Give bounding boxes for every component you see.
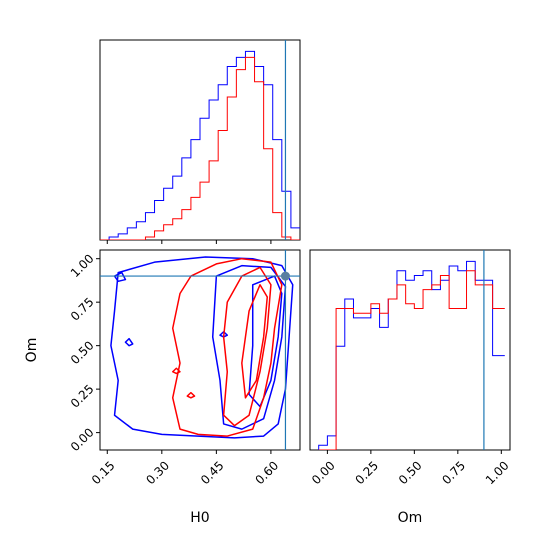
om-marginal-frame <box>309 249 511 451</box>
contour-series-1-level-0 <box>171 257 283 437</box>
contour-series-0-level-1 <box>211 264 287 430</box>
contour-x-tick-label-3: 0.60 <box>252 458 281 487</box>
om-marginal-x-tick-label-1: 0.25 <box>352 458 381 487</box>
om-marginal-x-tick-label-4: 1.00 <box>483 458 512 487</box>
x-axis-title-h0: H0 <box>190 510 209 526</box>
contour-series-0-level-4 <box>124 337 134 347</box>
h0-om-contour-panel: 0.15 0.30 0.45 0.60 0.00 0.25 0.50 0.75 1.00 <box>68 249 301 487</box>
om-marginal-series-1-histogram <box>318 270 505 450</box>
contour-y-tick-label-0: 0.00 <box>68 425 97 454</box>
contour-series-0-level-2 <box>248 275 283 408</box>
contour-y-tick-label-3: 0.75 <box>68 295 97 324</box>
contour-series-1-level-4 <box>186 391 196 399</box>
contour-series-1-level-3 <box>171 367 181 375</box>
h0-marginal-series-1-histogram <box>100 56 300 240</box>
truth-marker <box>280 271 290 281</box>
contour-series-1-level-2 <box>241 284 269 399</box>
x-axis-title-om: Om <box>398 510 423 526</box>
contour-x-tick-label-1: 0.30 <box>143 458 172 487</box>
h0-marginal-histogram <box>99 39 301 244</box>
om-marginal-x-tick-label-2: 0.50 <box>396 458 425 487</box>
h0-marginal-frame <box>99 39 301 241</box>
om-marginal-histogram: 0.00 0.25 0.50 0.75 1.00 <box>309 249 512 487</box>
contour-series-0-level-0 <box>110 256 294 439</box>
contour-x-tick-label-0: 0.15 <box>89 458 118 487</box>
om-marginal-x-tick-label-3: 0.75 <box>439 458 468 487</box>
om-marginal-series-0-histogram <box>318 260 505 450</box>
contour-y-tick-label-1: 0.25 <box>68 382 97 411</box>
contour-y-tick-label-4: 1.00 <box>68 251 97 280</box>
contour-x-tick-label-2: 0.45 <box>198 458 227 487</box>
om-marginal-x-tick-label-0: 0.00 <box>309 458 338 487</box>
y-axis-title-om: Om <box>24 338 40 363</box>
contour-series-0-level-3 <box>113 271 127 283</box>
contour-series-0-level-5 <box>219 330 229 338</box>
contour-series-1-level-1 <box>222 266 272 427</box>
contour-y-tick-label-2: 0.50 <box>68 338 97 367</box>
h0-marginal-series-0-histogram <box>100 50 300 240</box>
contour-frame <box>99 249 301 451</box>
